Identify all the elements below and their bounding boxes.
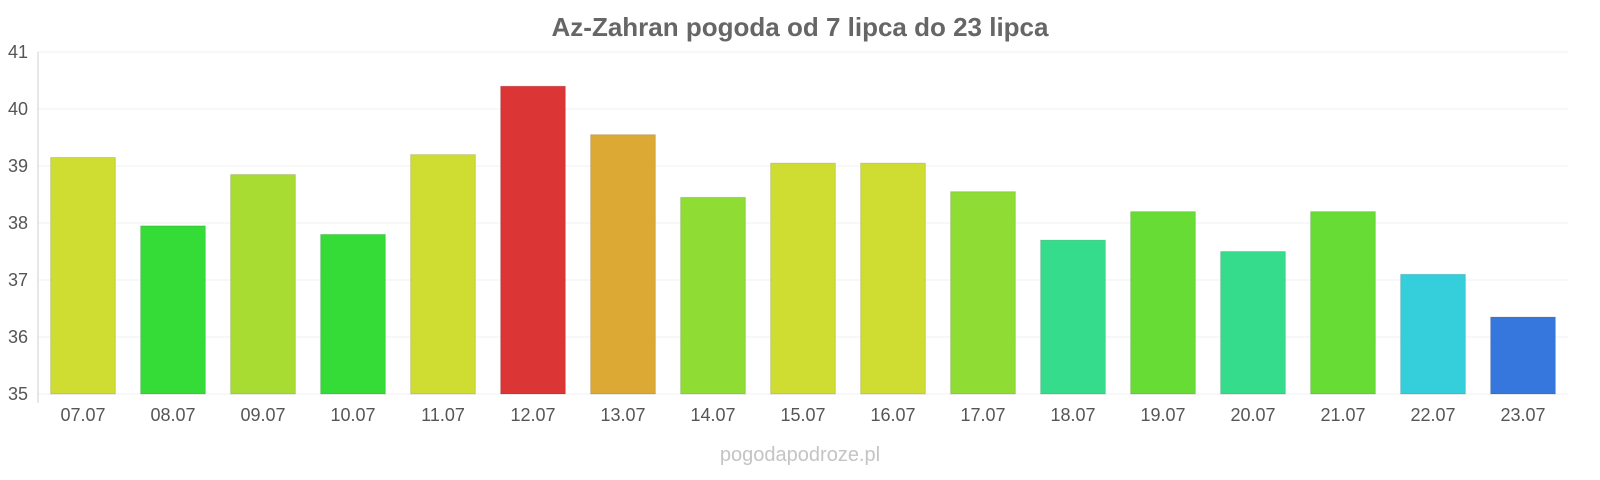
y-axis-ticks: 35 36 37 38 39 40 41 — [8, 42, 28, 404]
x-tick-label: 19.07 — [1140, 405, 1185, 425]
x-tick-label: 12.07 — [510, 405, 555, 425]
y-tick-label: 38 — [8, 213, 28, 233]
bar-10.07 — [320, 233, 386, 395]
y-tick-label: 40 — [8, 99, 28, 119]
y-tick-label: 37 — [8, 270, 28, 290]
bar-16.07 — [860, 162, 926, 395]
bar-09.07 — [230, 174, 296, 395]
y-tick-label: 41 — [8, 42, 28, 62]
bar-14.07 — [680, 196, 746, 395]
y-tick-label: 36 — [8, 327, 28, 347]
bar-13.07 — [590, 134, 656, 395]
x-tick-label: 22.07 — [1410, 405, 1455, 425]
bar-07.07 — [50, 156, 116, 395]
y-tick-label: 39 — [8, 156, 28, 176]
x-tick-label: 10.07 — [330, 405, 375, 425]
x-tick-label: 18.07 — [1050, 405, 1095, 425]
bar-20.07 — [1220, 251, 1286, 395]
bar-11.07 — [410, 154, 476, 395]
bar-22.07 — [1400, 273, 1466, 395]
x-tick-label: 13.07 — [600, 405, 645, 425]
bar-19.07 — [1130, 211, 1196, 395]
bar-12.07 — [500, 85, 566, 395]
watermark-text: pogodapodroze.pl — [720, 444, 880, 466]
x-tick-label: 07.07 — [60, 405, 105, 425]
x-tick-label: 17.07 — [960, 405, 1005, 425]
bar-15.07 — [770, 162, 836, 395]
x-tick-label: 09.07 — [240, 405, 285, 425]
chart-title: Az-Zahran pogoda od 7 lipca do 23 lipca — [552, 12, 1049, 42]
bar-17.07 — [950, 191, 1016, 395]
x-tick-label: 16.07 — [870, 405, 915, 425]
y-tick-label: 35 — [8, 384, 28, 404]
bar-23.07 — [1490, 316, 1556, 395]
x-tick-label: 15.07 — [780, 405, 825, 425]
x-tick-label: 08.07 — [150, 405, 195, 425]
x-tick-label: 20.07 — [1230, 405, 1275, 425]
x-axis-ticks: 07.07 08.07 09.07 10.07 11.07 12.07 13.07 14.07… — [60, 405, 1545, 425]
x-tick-label: 11.07 — [421, 405, 465, 425]
x-tick-label: 21.07 — [1320, 405, 1365, 425]
bars — [50, 85, 1556, 395]
bar-18.07 — [1040, 239, 1106, 395]
bar-21.07 — [1310, 211, 1376, 395]
x-tick-label: 23.07 — [1500, 405, 1545, 425]
x-tick-label: 14.07 — [690, 405, 735, 425]
bar-08.07 — [140, 225, 206, 395]
